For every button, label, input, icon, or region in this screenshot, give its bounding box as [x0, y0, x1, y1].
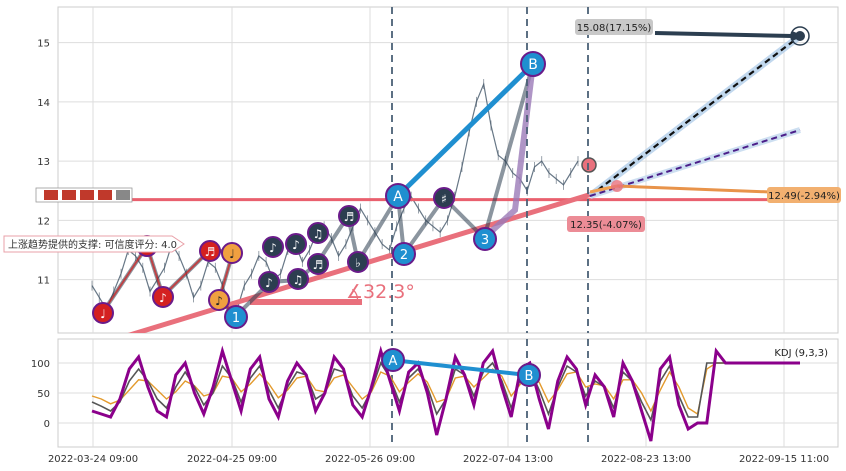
- svg-text:♫: ♫: [313, 227, 324, 241]
- svg-text:♬: ♬: [205, 245, 216, 259]
- svg-text:♪: ♪: [215, 294, 223, 308]
- target-ring: [790, 26, 810, 46]
- projection-up: [589, 35, 801, 197]
- projection-mid: [589, 129, 801, 197]
- wave-purple-leg: [481, 63, 536, 241]
- price-y-tick: 14: [37, 98, 50, 109]
- kdj-series: [91, 345, 800, 442]
- x-ticks: 2022-03-24 09:00 2022-04-25 09:00 2022-05-…: [48, 454, 829, 465]
- note-marker-dark: ♬: [307, 253, 329, 275]
- kdj-y-tick: 50: [37, 389, 50, 400]
- trend-angle-label: ∡32.3°: [346, 281, 415, 303]
- kdj-y-tick: 100: [31, 359, 50, 370]
- svg-text:♪: ♪: [159, 291, 167, 305]
- svg-text:12.49(-2.94%): 12.49(-2.94%): [768, 191, 840, 202]
- price-y-ticks: 11 12 13 14 15: [37, 39, 50, 287]
- x-tick-label: 2022-09-15 11:00: [739, 454, 829, 465]
- note-marker-dark: ♫: [287, 268, 309, 290]
- price-y-tick: 11: [37, 276, 50, 287]
- note-marker-orange: ♩: [221, 242, 243, 264]
- last-price-marker: [581, 157, 597, 173]
- wave-label-2: 2: [392, 242, 416, 266]
- kdj-y-ticks: 0 50 100: [31, 359, 50, 430]
- annotation-support-pink: 12.35(-4.07%): [567, 216, 645, 232]
- note-marker-red: ♩: [92, 302, 114, 324]
- svg-text:♬: ♬: [344, 210, 355, 224]
- svg-text:A: A: [389, 354, 398, 369]
- wave-label-1: 1: [224, 305, 248, 329]
- kdj-wave-label-b: B: [517, 363, 541, 387]
- note-marker-dark: ♭: [347, 251, 369, 273]
- note-marker-dark: ♬: [338, 205, 360, 227]
- svg-text:3: 3: [481, 233, 489, 248]
- svg-text:2: 2: [400, 248, 408, 263]
- wave-ab-line: [396, 62, 535, 198]
- x-tick-label: 2022-04-25 09:00: [187, 454, 277, 465]
- wave-label-3: 3: [473, 227, 497, 251]
- svg-text:♬: ♬: [313, 258, 324, 272]
- svg-text:♪: ♪: [269, 241, 277, 255]
- svg-text:♪: ♪: [265, 276, 273, 290]
- svg-text:♩: ♩: [100, 307, 106, 321]
- annotation-support-text: 上涨趋势提供的支撑: 可信度评分: 4.0: [3, 235, 185, 253]
- note-marker-red: ♪: [152, 286, 174, 308]
- note-marker-dark: ♫: [307, 222, 329, 244]
- svg-text:15.08(17.15%): 15.08(17.15%): [577, 23, 652, 34]
- note-marker-dark: ♪: [285, 233, 307, 255]
- svg-text:♭: ♭: [355, 256, 361, 270]
- note-markers: ♩ ♪ ♪ ♬ ♩ ♪ ♪ ♪ ♪ ♫ ♫ ♬ ♬ ♭ ♯: [92, 187, 455, 324]
- x-tick-label: 2022-05-26 09:00: [325, 454, 415, 465]
- pattern-icons: [35, 187, 133, 203]
- svg-text:B: B: [528, 57, 538, 73]
- projection-arrow-top: [654, 31, 793, 38]
- svg-text:B: B: [525, 369, 534, 384]
- svg-text:♯: ♯: [441, 192, 447, 206]
- note-marker-orange: ♪: [208, 289, 230, 311]
- note-marker-red: ♬: [199, 240, 221, 262]
- kdj-ab-line: [391, 358, 528, 377]
- kdj-y-tick: 0: [44, 419, 50, 430]
- note-marker-dark: ♯: [433, 187, 455, 209]
- kdj-line-j: [91, 345, 800, 442]
- note-marker-dark: ♪: [262, 236, 284, 258]
- svg-text:♪: ♪: [292, 238, 300, 252]
- price-y-tick: 12: [37, 216, 50, 227]
- projection-arrow-orange: [616, 184, 771, 194]
- svg-text:A: A: [393, 189, 403, 205]
- annotation-target-top: 15.08(17.15%): [575, 19, 653, 35]
- svg-text:♩: ♩: [229, 247, 235, 261]
- svg-text:1: 1: [232, 311, 240, 326]
- kdj-wave-label-a: A: [381, 348, 405, 372]
- target-dot: [795, 31, 805, 41]
- wave-label-b: B: [520, 51, 546, 77]
- price-y-tick: 15: [37, 39, 50, 50]
- x-tick-label: 2022-08-23 13:00: [601, 454, 691, 465]
- projection-node: [611, 180, 623, 192]
- kdj-legend: KDJ (9,3,3): [774, 348, 828, 359]
- annotation-target-orange: 12.49(-2.94%): [767, 187, 841, 203]
- wave-label-a: A: [385, 183, 411, 209]
- x-tick-label: 2022-07-04 13:00: [463, 454, 553, 465]
- svg-text:♫: ♫: [293, 273, 304, 287]
- svg-text:12.35(-4.07%): 12.35(-4.07%): [570, 220, 642, 231]
- svg-text:上涨趋势提供的支撑: 可信度评分: 4.0: 上涨趋势提供的支撑: 可信度评分: 4.0: [8, 238, 177, 251]
- x-tick-label: 2022-03-24 09:00: [48, 454, 138, 465]
- price-y-tick: 13: [37, 157, 50, 168]
- note-marker-dark: ♪: [258, 271, 280, 293]
